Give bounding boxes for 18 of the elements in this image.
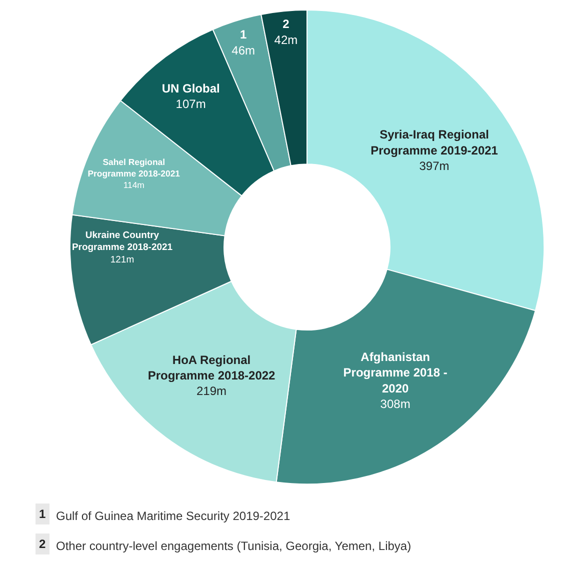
text: 1 Gulf of Guinea Maritime Security 2019-2021: [39, 507, 290, 523]
slice-label: Sahel Regional Programme 2018-2021: [88, 157, 180, 179]
slice-label: Afghanistan Programme 2018 - 2020: [343, 350, 448, 396]
data-label: 121m: [110, 254, 134, 266]
slice-label: HoA Regional Programme 2018-2022: [148, 353, 276, 383]
text: 2 Other country-level engagements (Tunisia, Georgia, Yemen, Libya): [39, 537, 412, 553]
slice-label: UN Global: [162, 82, 220, 96]
slice-label: Syria-Iraq Regional Programme 2019-2021: [370, 128, 498, 158]
data-label: 107m: [176, 97, 206, 112]
data-label: 114m: [123, 180, 144, 190]
data-label: 308m: [380, 396, 410, 411]
data-label: 397m: [419, 158, 450, 173]
slice-label: Ukraine Country Programme 2018-2021: [72, 230, 173, 254]
data-label: 46m: [232, 43, 256, 58]
slice-label: 1: [240, 28, 248, 42]
data-label: 42m: [274, 32, 298, 47]
data-label: 219m: [196, 384, 227, 398]
slice-label: 2: [282, 17, 290, 32]
